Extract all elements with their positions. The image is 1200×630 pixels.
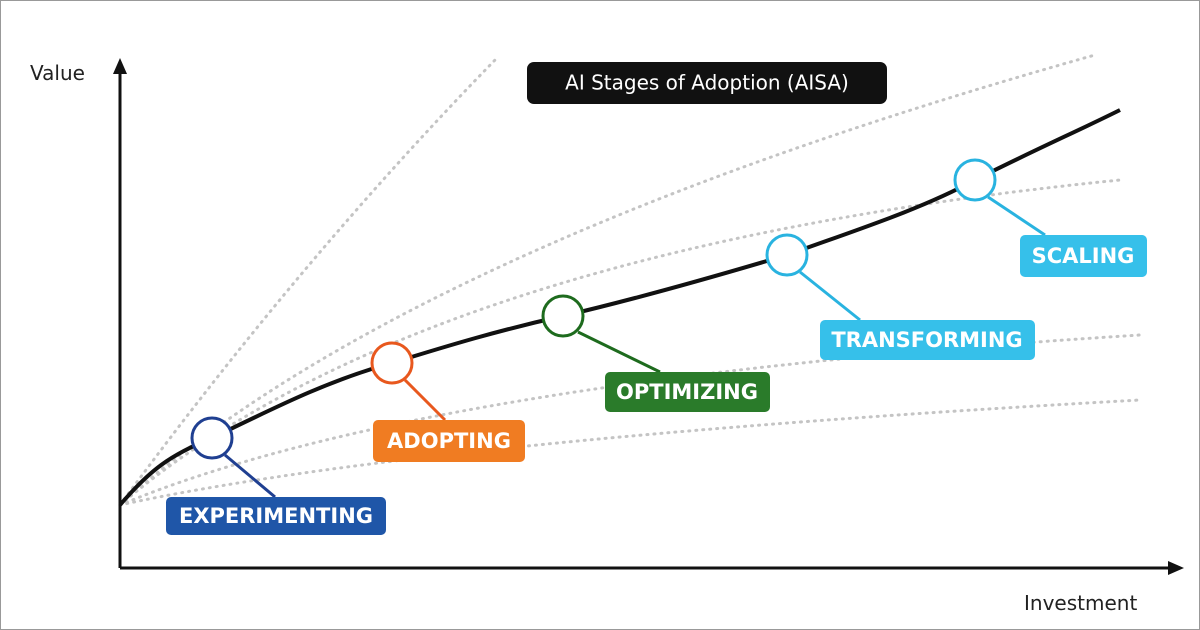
stage-label-box <box>166 497 386 535</box>
stage-marker <box>765 233 809 277</box>
stage-label: OPTIMIZING <box>616 380 758 404</box>
stage: OPTIMIZING <box>541 294 770 412</box>
stage-label: SCALING <box>1032 244 1135 268</box>
x-arrow <box>1168 561 1184 575</box>
stage: EXPERIMENTING <box>166 416 386 535</box>
stage-label-box <box>373 420 525 462</box>
stage-marker <box>370 341 414 385</box>
guide-line <box>118 333 1142 507</box>
title-background <box>527 62 887 104</box>
title-box: AI Stages of Adoption (AISA) <box>527 62 887 104</box>
leader-line <box>577 330 661 374</box>
stage: ADOPTING <box>370 341 525 462</box>
guide-line <box>118 398 1142 507</box>
stage: SCALING <box>953 158 1147 277</box>
stage-label-box <box>605 372 770 412</box>
stage-label: EXPERIMENTING <box>179 504 373 528</box>
title: AI Stages of Adoption (AISA) <box>565 71 849 95</box>
stage-marker <box>541 294 585 338</box>
stage-label-box <box>820 320 1035 360</box>
y-arrow <box>113 58 127 74</box>
leader-line <box>403 378 447 422</box>
leader-line <box>799 270 861 322</box>
stage: TRANSFORMING <box>765 233 1035 360</box>
stage-label-box <box>1020 235 1147 277</box>
x-axis-label: Investment <box>1024 591 1137 615</box>
stage-label: ADOPTING <box>387 429 511 453</box>
guide-line <box>118 58 497 507</box>
stage-marker <box>953 158 997 202</box>
leader-line <box>224 453 276 499</box>
axes: Value Investment <box>30 58 1184 615</box>
stage-marker <box>190 416 234 460</box>
y-axis-label: Value <box>30 61 85 85</box>
leader-line <box>987 195 1046 237</box>
stage-label: TRANSFORMING <box>831 328 1022 352</box>
